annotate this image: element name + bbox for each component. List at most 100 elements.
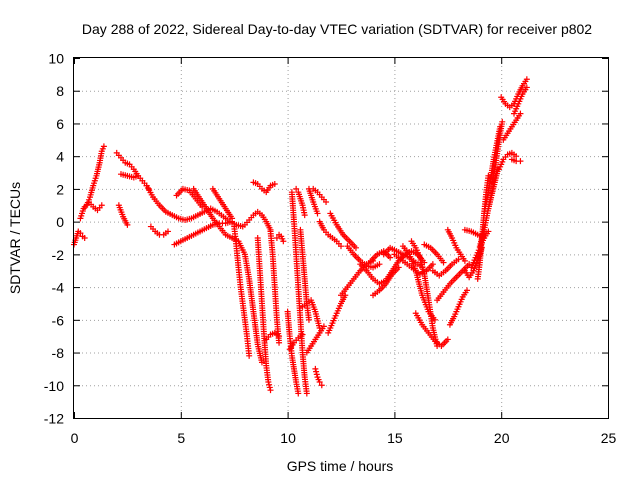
data-point-fill [266, 381, 273, 388]
series-arc-60 [511, 84, 530, 117]
data-point [229, 215, 236, 222]
y-tick-label: 0 [56, 214, 64, 230]
series-arc-23 [293, 185, 308, 219]
data-point [276, 339, 283, 346]
series-arc-29 [310, 185, 330, 205]
data-point [523, 76, 530, 83]
y-axis-ticks: -12 -10 -8 -6 -4 -2 0 2 4 6 8 10 [44, 51, 608, 427]
series-arc-37 [370, 264, 402, 299]
data-point [273, 235, 280, 241]
series-arc-05 [117, 171, 142, 181]
data-point [499, 118, 506, 125]
series-arc-34 [344, 243, 383, 271]
data-point [431, 316, 438, 323]
data-point [81, 235, 88, 241]
y-tick-label: 2 [56, 181, 64, 197]
data-point [164, 228, 171, 235]
y-tick-label: 6 [56, 116, 64, 132]
data-point [318, 382, 325, 389]
data-point [395, 264, 402, 271]
series-arc-15 [250, 179, 278, 196]
series-arc-19 [273, 231, 287, 245]
series-arc-56 [496, 149, 520, 173]
x-tick-label: 20 [494, 430, 510, 446]
chart-title: Day 288 of 2022, Sidereal Day-to-day VTE… [82, 21, 592, 37]
data-point [265, 379, 272, 385]
y-tick-label: -12 [44, 411, 64, 427]
series-arc-42 [412, 310, 451, 349]
series-arc-14 [241, 208, 274, 233]
data-point [280, 238, 287, 245]
series-arc-31 [325, 292, 349, 336]
series-arc-01 [71, 228, 88, 248]
plot-frame [73, 57, 609, 419]
data-point [323, 199, 330, 205]
series-arc-13 [231, 223, 253, 359]
data-point [267, 387, 274, 394]
data-point [135, 172, 142, 179]
data-point [320, 323, 327, 330]
data-point [301, 212, 308, 219]
series-arc-47 [444, 226, 468, 264]
data-point [98, 202, 105, 209]
data-point [517, 110, 524, 117]
y-tick-label: 4 [56, 149, 64, 165]
data-point [271, 181, 278, 187]
data-point [517, 158, 524, 165]
series-arc-12 [209, 185, 236, 222]
data-point [429, 261, 436, 268]
series-arc-43 [421, 241, 447, 266]
data-point [464, 287, 471, 294]
data-point [485, 228, 492, 235]
data-point [100, 143, 107, 150]
series-arc-57 [500, 110, 524, 143]
data-point [466, 261, 473, 268]
data-point [376, 261, 383, 268]
series-arc-32 [327, 210, 359, 251]
data-point [77, 230, 84, 237]
data-point [314, 210, 321, 217]
data-point [444, 336, 451, 343]
series-arc-11 [190, 185, 265, 366]
data-point-fill [313, 371, 320, 378]
data-point [316, 379, 323, 385]
y-tick-label: 10 [48, 51, 64, 67]
data-point [303, 390, 310, 397]
series-arc-55 [489, 118, 506, 186]
x-tick-label: 25 [601, 430, 617, 446]
y-axis-title: SDTVAR / TECUs [7, 182, 23, 294]
series-arc-46 [446, 287, 471, 328]
data-point [440, 259, 447, 266]
y-tick-label: -10 [44, 378, 64, 394]
data-point [305, 316, 312, 323]
series-arc-06 [115, 202, 131, 228]
data-point [523, 84, 530, 91]
x-tick-label: 15 [387, 430, 403, 446]
series-arc-04 [113, 149, 152, 192]
data-point [352, 244, 359, 251]
series-arc-21 [286, 331, 306, 353]
data-markers [71, 76, 530, 397]
data-point [387, 254, 394, 261]
y-tick-label: 8 [56, 83, 64, 99]
x-axis-title: GPS time / hours [287, 458, 394, 474]
series-arc-03 [81, 199, 105, 214]
series-arc-16 [254, 235, 274, 394]
data-point [461, 257, 468, 264]
series-arc-07 [143, 182, 246, 230]
series-arc-08 [147, 223, 171, 238]
data-point [338, 243, 344, 250]
y-tick-label: -2 [52, 247, 65, 263]
data-point [293, 185, 300, 192]
y-tick-label: -8 [52, 345, 65, 361]
data-point-fill [313, 368, 320, 375]
x-tick-label: 10 [280, 430, 296, 446]
data-point [124, 221, 131, 228]
y-tick-label: -4 [52, 280, 65, 296]
y-tick-label: -6 [52, 312, 65, 328]
series-arc-22 [288, 189, 310, 397]
series-arc-25 [299, 297, 323, 331]
series-arc-26 [303, 323, 327, 356]
